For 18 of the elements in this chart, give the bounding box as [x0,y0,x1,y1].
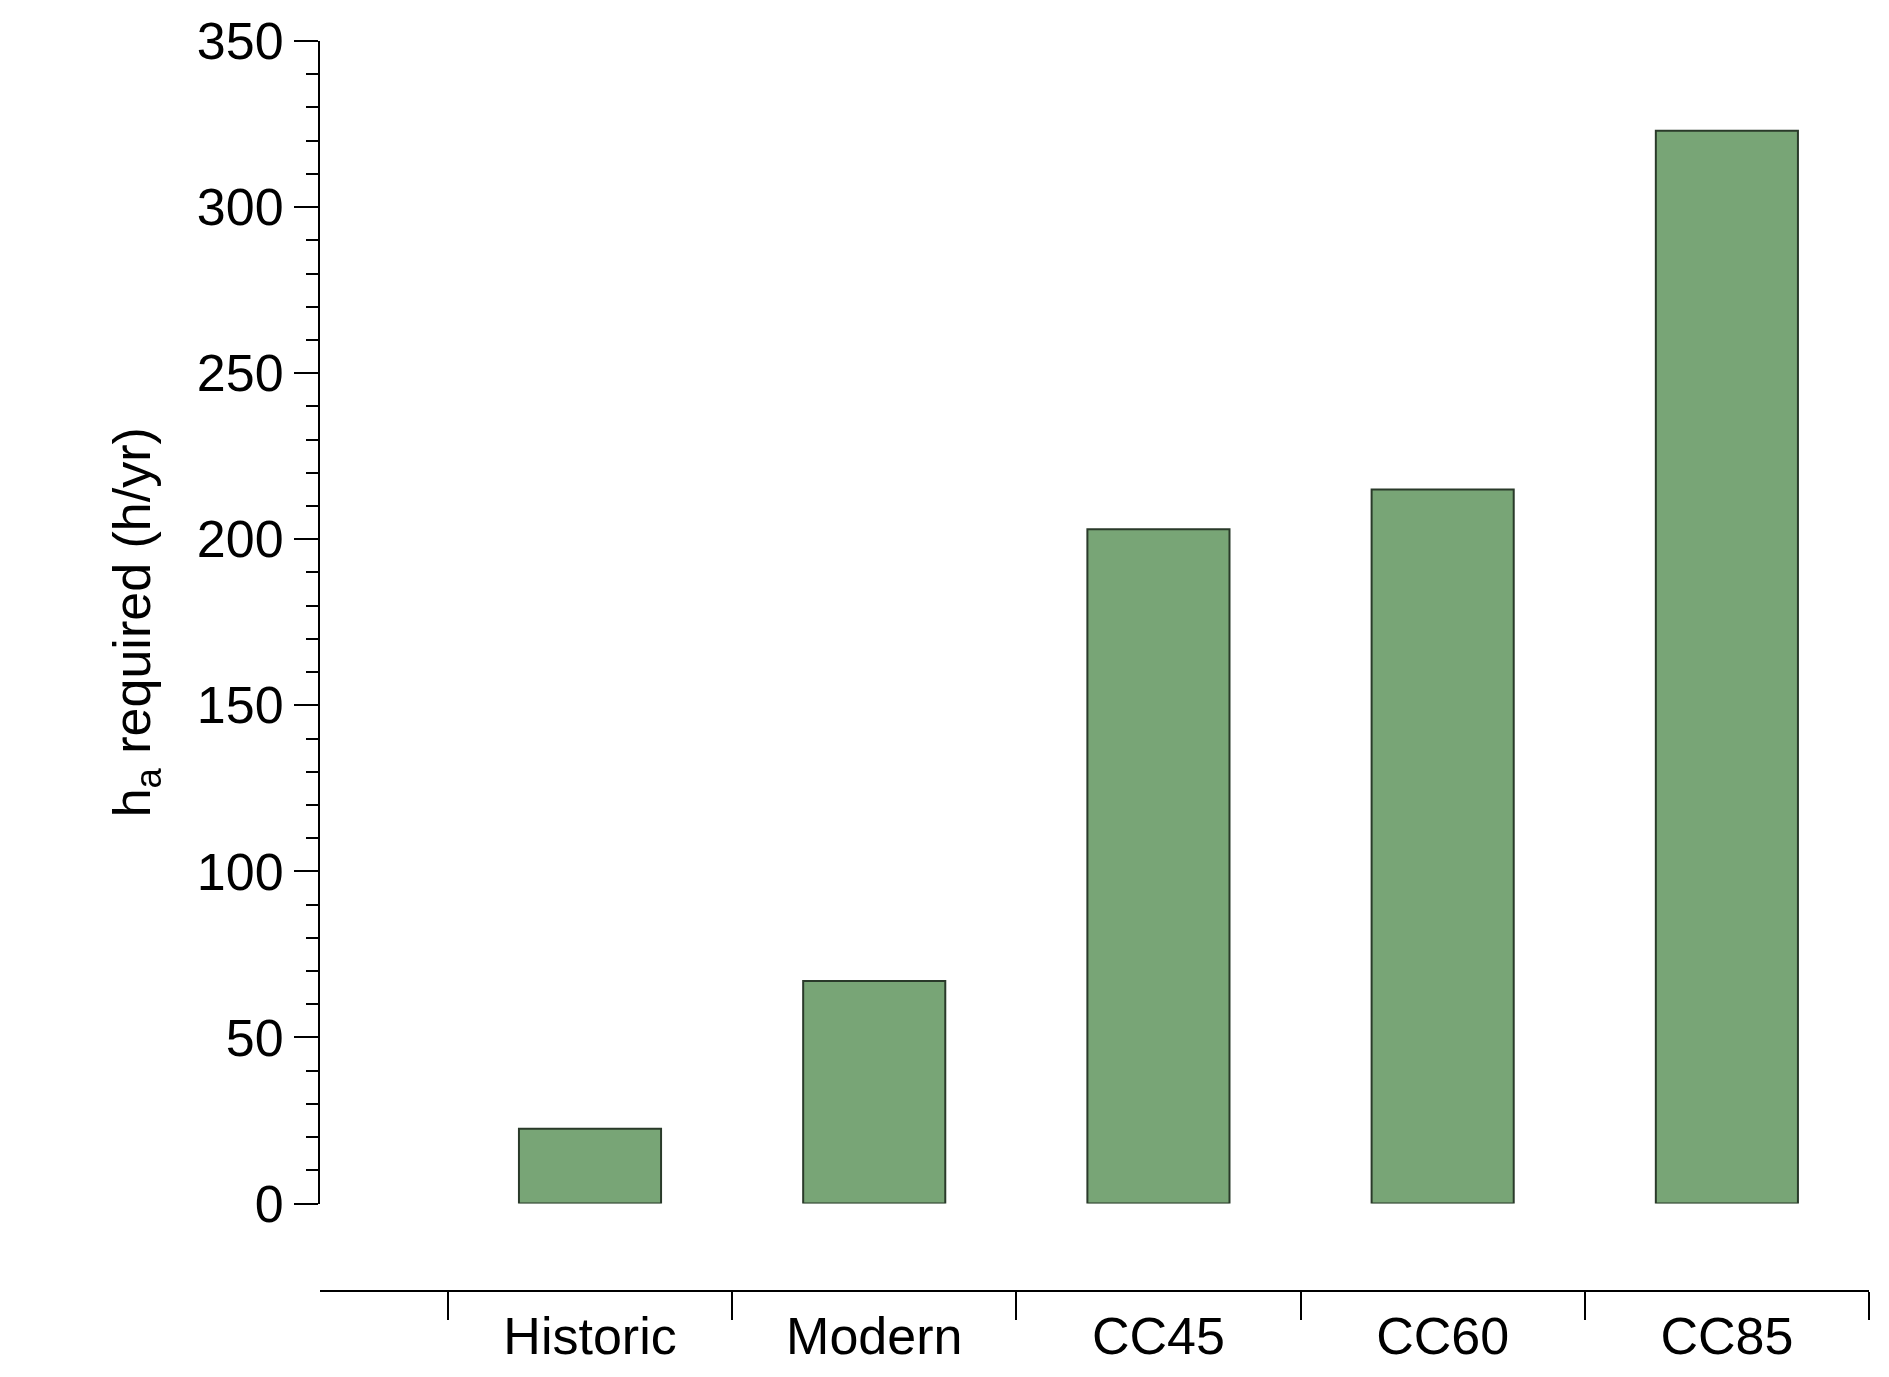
y-tick-label: 100 [196,842,284,901]
y-tick-label: 50 [225,1008,284,1067]
y-tick-label: 300 [196,178,284,237]
x-tick-label: Historic [503,1307,677,1366]
bar [1654,129,1799,1204]
bar [517,1127,663,1204]
bar [1370,488,1515,1204]
y-tick-label: 150 [196,676,284,735]
bar [1086,528,1231,1204]
x-tick-label: Modern [786,1307,963,1366]
y-tick-label: 350 [196,12,284,71]
bar [802,979,947,1204]
y-tick-label: 0 [254,1174,284,1233]
y-tick-label: 250 [196,344,284,403]
y-tick-label: 200 [196,510,284,569]
x-tick-label: CC45 [1091,1307,1225,1366]
x-tick-label: CC60 [1376,1307,1510,1366]
x-tick-label: CC85 [1660,1307,1794,1366]
